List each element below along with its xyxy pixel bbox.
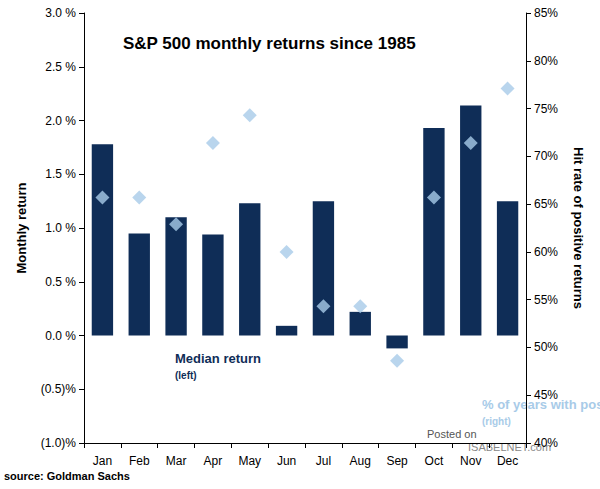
- svg-text:ISABELNET.com: ISABELNET.com: [468, 440, 552, 453]
- svg-text:May: May: [238, 454, 261, 468]
- svg-text:Hit rate of positive returns: Hit rate of positive returns: [571, 147, 586, 309]
- svg-text:85%: 85%: [534, 6, 558, 20]
- svg-text:source: Goldman Sachs: source: Goldman Sachs: [4, 470, 130, 482]
- svg-text:Aug: Aug: [350, 454, 371, 468]
- svg-text:1.0 %: 1.0 %: [45, 221, 76, 235]
- svg-text:2.5 %: 2.5 %: [45, 60, 76, 74]
- svg-text:S&P 500 monthly returns since: S&P 500 monthly returns since 1985: [123, 34, 416, 53]
- svg-text:3.0 %: 3.0 %: [45, 6, 76, 20]
- svg-text:Median return: Median return: [175, 351, 261, 366]
- svg-text:Mar: Mar: [166, 454, 187, 468]
- svg-text:(1.0)%: (1.0)%: [41, 436, 77, 450]
- svg-text:70%: 70%: [534, 149, 558, 163]
- svg-text:1.5 %: 1.5 %: [45, 167, 76, 181]
- svg-text:Nov: Nov: [460, 454, 481, 468]
- svg-text:75%: 75%: [534, 102, 558, 116]
- svg-text:45%: 45%: [534, 388, 558, 402]
- svg-text:60%: 60%: [534, 245, 558, 259]
- svg-text:0.5 %: 0.5 %: [45, 275, 76, 289]
- svg-text:65%: 65%: [534, 197, 558, 211]
- svg-text:Sep: Sep: [386, 454, 408, 468]
- svg-text:Jun: Jun: [277, 454, 296, 468]
- svg-text:Dec: Dec: [497, 454, 518, 468]
- svg-text:Monthly return: Monthly return: [14, 182, 29, 273]
- svg-text:(right): (right): [482, 416, 511, 427]
- svg-text:(0.5)%: (0.5)%: [41, 382, 77, 396]
- svg-text:80%: 80%: [534, 54, 558, 68]
- svg-text:Posted on: Posted on: [427, 428, 477, 440]
- svg-text:(left): (left): [175, 370, 197, 381]
- svg-text:Jul: Jul: [316, 454, 331, 468]
- svg-text:0.0 %: 0.0 %: [45, 329, 76, 343]
- svg-text:2.0 %: 2.0 %: [45, 114, 76, 128]
- svg-text:50%: 50%: [534, 340, 558, 354]
- svg-text:55%: 55%: [534, 293, 558, 307]
- svg-text:Apr: Apr: [204, 454, 223, 468]
- svg-text:40%: 40%: [534, 436, 558, 450]
- svg-text:Jan: Jan: [93, 454, 112, 468]
- svg-text:Feb: Feb: [129, 454, 150, 468]
- svg-text:Oct: Oct: [425, 454, 444, 468]
